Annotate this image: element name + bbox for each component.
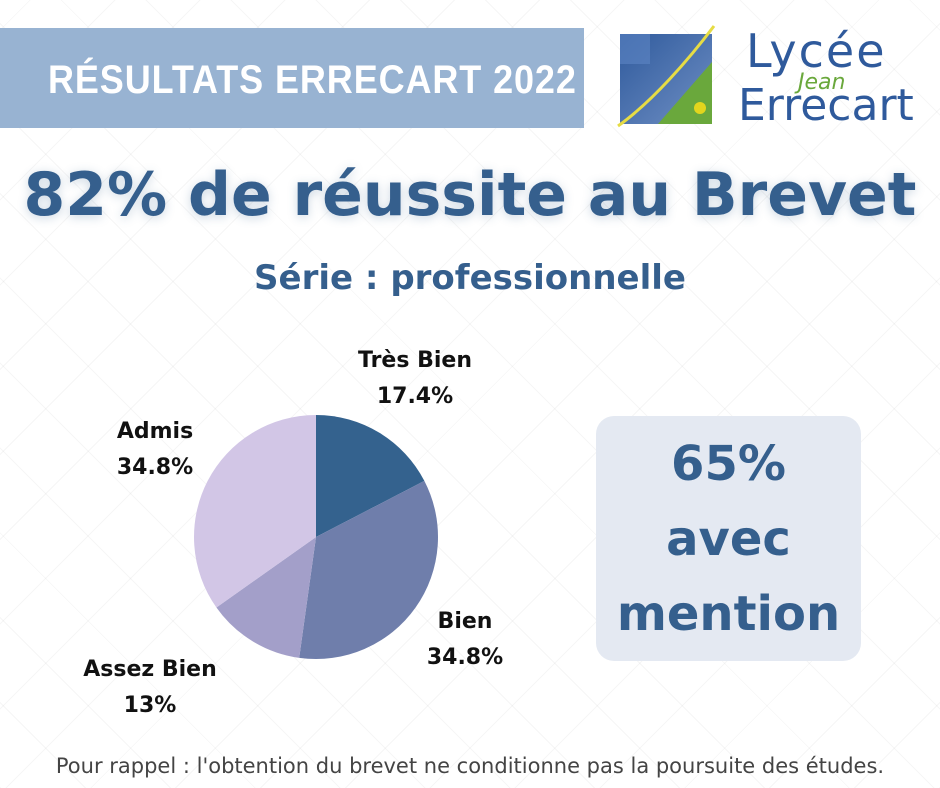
logo-text-errecart: Errecart: [738, 80, 914, 131]
pie-chart: [194, 415, 438, 660]
pie-label-assez-bien: Assez Bien 13%: [60, 652, 240, 724]
mention-callout: 65% avec mention: [596, 416, 861, 661]
logo-emblem-icon: [617, 25, 716, 128]
banner-title: RÉSULTATS ERRECART 2022: [48, 58, 577, 102]
mention-word-avec: avec: [666, 511, 791, 567]
pie-label-tres-bien-name: Très Bien: [357, 348, 472, 373]
mention-word-mention: mention: [616, 586, 841, 642]
pie-slice-assez-bien: [216, 537, 316, 658]
title-banner: RÉSULTATS ERRECART 2022: [0, 28, 584, 128]
page-headline: 82% de réussite au Brevet: [23, 160, 917, 230]
pie-label-tres-bien: Très Bien 17.4%: [340, 343, 490, 415]
school-logo: Lycée Jean Errecart: [612, 22, 930, 132]
pie-label-tres-bien-value: 17.4%: [376, 384, 454, 409]
logo-text-jean: Jean: [798, 70, 846, 95]
pie-slice-tr-s-bien: [316, 415, 425, 537]
footer-note: Pour rappel : l'obtention du brevet ne c…: [55, 754, 885, 778]
logo-text-lycee: Lycée: [746, 24, 887, 78]
pie-label-assez-bien-value: 13%: [123, 693, 177, 718]
pie-label-admis: Admis 34.8%: [90, 414, 220, 486]
pie-label-bien: Bien 34.8%: [395, 604, 535, 676]
pie-slice-admis: [194, 415, 316, 608]
pie-label-admis-value: 34.8%: [116, 455, 194, 480]
pie-label-bien-value: 34.8%: [426, 645, 504, 670]
pie-label-assez-bien-name: Assez Bien: [83, 657, 217, 682]
pie-label-admis-name: Admis: [116, 419, 194, 444]
page-subheadline: Série : professionnelle: [254, 258, 686, 298]
pie-slice-bien: [299, 480, 438, 660]
pie-label-bien-name: Bien: [437, 609, 493, 634]
mention-percent: 65%: [671, 436, 786, 492]
